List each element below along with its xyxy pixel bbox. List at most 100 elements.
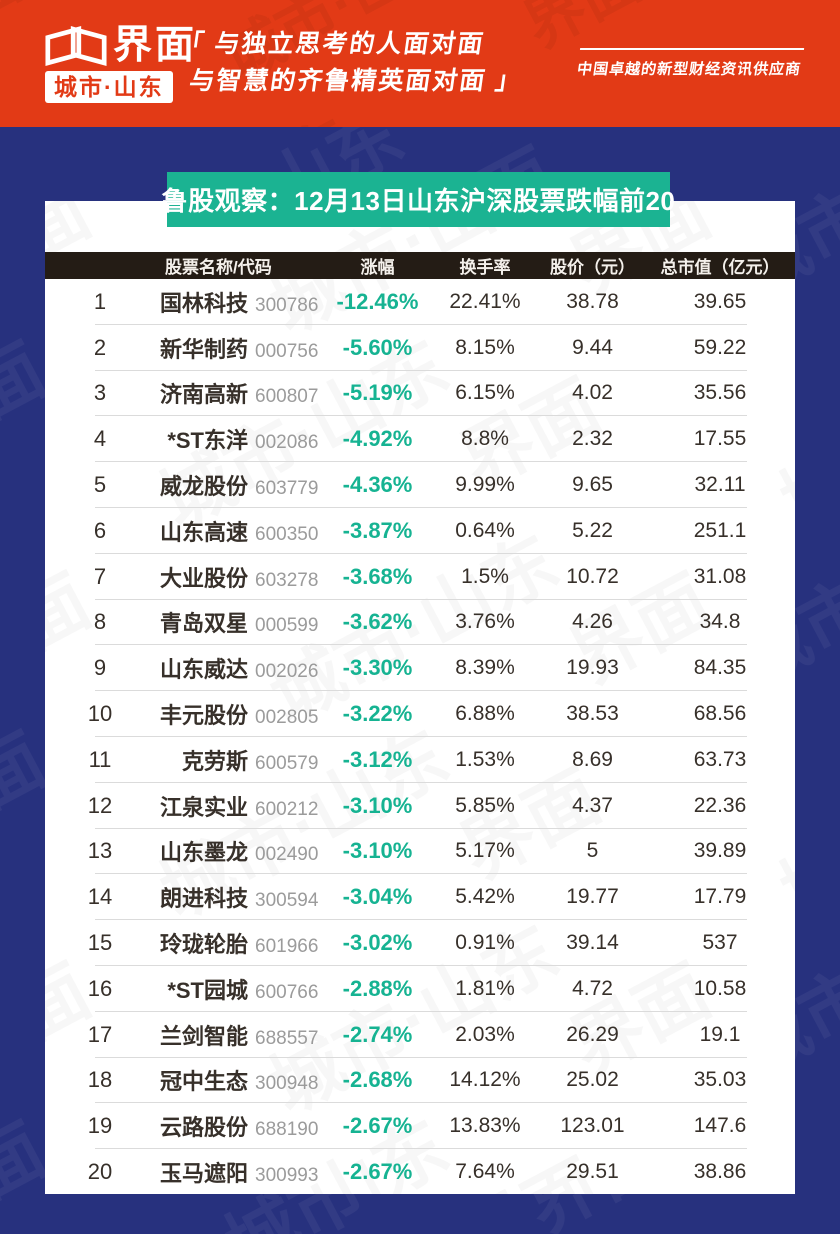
- stock-code: 000599: [255, 615, 319, 637]
- change-cell: -3.12%: [342, 746, 413, 772]
- price-cell: 4.37: [572, 793, 613, 817]
- slogan-line-1: 「 与独立思考的人面对面: [176, 30, 487, 58]
- stock-name-code-cell: 大业股份 603278: [155, 561, 325, 593]
- turnover-cell: 8.39%: [455, 656, 515, 680]
- change-cell: -3.10%: [342, 792, 413, 818]
- marketcap-cell: 63.73: [693, 747, 747, 771]
- jiemian-logo-icon: [45, 26, 107, 66]
- stock-code: 300948: [255, 1073, 319, 1095]
- turnover-cell: 1.5%: [461, 564, 509, 588]
- table-header-row: 股票名称/代码 涨幅 换手率 股价（元） 总市值（亿元）: [45, 252, 795, 279]
- stock-code: 600212: [255, 798, 319, 820]
- marketcap-cell: 147.6: [693, 1114, 747, 1138]
- table-row: 16 *ST园城 600766 -2.88% 1.81% 4.72 10.58: [45, 966, 795, 1012]
- change-cell: -5.60%: [342, 334, 413, 360]
- brand-slogan: 「 与独立思考的人面对面 与智慧的齐鲁精英面对面 」: [171, 26, 530, 100]
- stock-name-code-cell: 克劳斯 600579: [155, 744, 325, 776]
- price-cell: 38.53: [566, 702, 619, 726]
- stock-name-code-cell: 山东墨龙 002490: [155, 835, 325, 867]
- change-cell: -3.10%: [342, 838, 413, 864]
- change-cell: -3.68%: [342, 563, 413, 589]
- stock-name: 玲珑轮胎: [159, 932, 248, 958]
- table-row: 8 青岛双星 000599 -3.62% 3.76% 4.26 34.8: [45, 600, 795, 646]
- turnover-cell: 3.76%: [455, 610, 515, 634]
- column-header-name-code: 股票名称/代码: [165, 258, 272, 277]
- stock-name-code-cell: 济南高新 600807: [155, 377, 325, 409]
- change-cell: -3.30%: [342, 655, 413, 681]
- brand-tagline: 中国卓越的新型财经资讯供应商: [575, 48, 805, 79]
- price-cell: 29.51: [566, 1160, 619, 1184]
- stock-name: 朗进科技: [159, 886, 248, 912]
- table-row: 10 丰元股份 002805 -3.22% 6.88% 38.53 68.56: [45, 691, 795, 737]
- table-row: 9 山东威达 002026 -3.30% 8.39% 19.93 84.35: [45, 645, 795, 691]
- stock-code: 300594: [255, 890, 319, 912]
- stock-name-code-cell: 新华制药 000756: [155, 332, 325, 364]
- turnover-cell: 14.12%: [449, 1068, 521, 1092]
- table-row: 5 威龙股份 603779 -4.36% 9.99% 9.65 32.11: [45, 462, 795, 508]
- turnover-cell: 1.53%: [455, 747, 515, 771]
- table-row: 20 玉马遮阳 300993 -2.67% 7.64% 29.51 38.86: [45, 1149, 795, 1194]
- stock-code: 601966: [255, 936, 319, 958]
- stock-name: 山东威达: [159, 657, 248, 683]
- table-row: 12 江泉实业 600212 -3.10% 5.85% 4.37 22.36: [45, 783, 795, 829]
- table-row: 18 冠中生态 300948 -2.68% 14.12% 25.02 35.03: [45, 1058, 795, 1104]
- price-cell: 9.44: [572, 335, 613, 359]
- rank-cell: 7: [93, 563, 107, 589]
- table-row: 19 云路股份 688190 -2.67% 13.83% 123.01 147.6: [45, 1103, 795, 1149]
- marketcap-cell: 10.58: [693, 976, 747, 1000]
- change-cell: -5.19%: [342, 380, 413, 406]
- stock-name: 兰剑智能: [159, 1023, 248, 1049]
- table-row: 14 朗进科技 300594 -3.04% 5.42% 19.77 17.79: [45, 874, 795, 920]
- table-row: 3 济南高新 600807 -5.19% 6.15% 4.02 35.56: [45, 371, 795, 417]
- stock-name: *ST园城: [167, 977, 248, 1003]
- brand-sub-badge: 城市·山东: [45, 71, 173, 103]
- table-row: 6 山东高速 600350 -3.87% 0.64% 5.22 251.1: [45, 508, 795, 554]
- price-cell: 4.02: [572, 381, 613, 405]
- marketcap-cell: 22.36: [693, 793, 747, 817]
- rank-cell: 4: [93, 426, 107, 452]
- stock-name-code-cell: 玲珑轮胎 601966: [155, 927, 325, 959]
- marketcap-cell: 17.55: [693, 427, 747, 451]
- stock-name: 大业股份: [159, 565, 248, 591]
- change-cell: -2.67%: [342, 1113, 413, 1139]
- brand-logo-block: 界面 城市·山东: [45, 26, 197, 103]
- stock-name-code-cell: 江泉实业 600212: [155, 790, 325, 822]
- change-cell: -4.36%: [342, 472, 413, 498]
- stock-name-code-cell: 兰剑智能 688557: [155, 1019, 325, 1051]
- marketcap-cell: 38.86: [693, 1160, 747, 1184]
- rank-cell: 16: [87, 975, 113, 1001]
- stock-name: 冠中生态: [159, 1069, 248, 1095]
- column-header-price: 股价（元）: [550, 258, 635, 277]
- price-cell: 5: [586, 839, 599, 863]
- change-cell: -3.02%: [342, 930, 413, 956]
- stock-code: 002026: [255, 661, 319, 683]
- stock-name: *ST东洋: [167, 428, 248, 454]
- table-card: 界面城市·山东界面城市·山东界面城市·山东界面城市·山东界面城市·山东界面城市·…: [45, 201, 795, 1194]
- table-row: 7 大业股份 603278 -3.68% 1.5% 10.72 31.08: [45, 554, 795, 600]
- stock-code: 603779: [255, 478, 319, 500]
- rank-cell: 9: [93, 655, 107, 681]
- stock-code: 600350: [255, 523, 319, 545]
- stock-name-code-cell: 青岛双星 000599: [155, 606, 325, 638]
- stock-name-code-cell: 山东威达 002026: [155, 652, 325, 684]
- turnover-cell: 0.91%: [455, 931, 515, 955]
- stock-name: 济南高新: [159, 382, 248, 408]
- marketcap-cell: 35.03: [693, 1068, 747, 1092]
- marketcap-cell: 251.1: [693, 518, 747, 542]
- change-cell: -3.22%: [342, 701, 413, 727]
- marketcap-cell: 68.56: [693, 702, 747, 726]
- stock-code: 688190: [255, 1119, 319, 1141]
- watermark-text: 界面: [0, 0, 32, 61]
- rank-cell: 8: [93, 609, 107, 635]
- rank-cell: 17: [87, 1021, 113, 1047]
- table-row: 11 克劳斯 600579 -3.12% 1.53% 8.69 63.73: [45, 737, 795, 783]
- stock-name-code-cell: 冠中生态 300948: [155, 1064, 325, 1096]
- price-cell: 9.65: [572, 473, 613, 497]
- change-cell: -3.62%: [342, 609, 413, 635]
- rank-cell: 11: [88, 746, 112, 772]
- turnover-cell: 8.15%: [455, 335, 515, 359]
- stock-name-code-cell: 朗进科技 300594: [155, 881, 325, 913]
- stock-name: 丰元股份: [159, 703, 248, 729]
- stock-name: 云路股份: [159, 1115, 248, 1141]
